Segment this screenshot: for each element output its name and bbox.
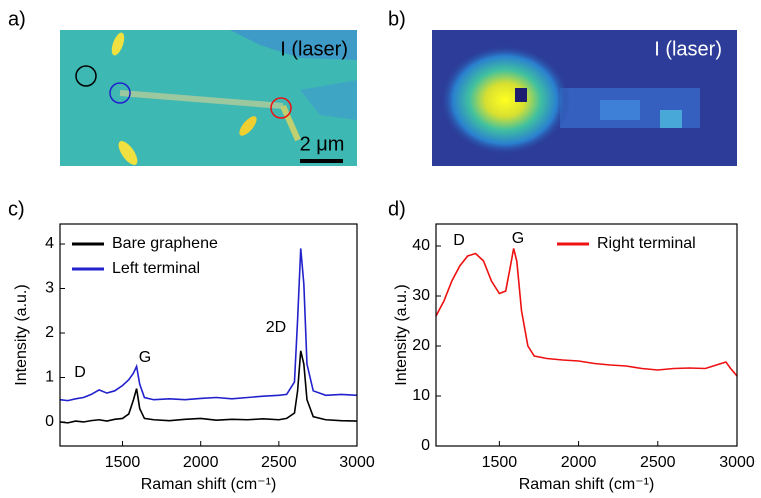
x-tick-label: 2000 — [561, 454, 597, 471]
peak-label: G — [139, 349, 151, 366]
y-tick-label: 40 — [412, 237, 430, 254]
marker-right — [270, 97, 292, 119]
panel-label: b) — [388, 8, 406, 30]
x-tick-label: 3000 — [339, 454, 375, 471]
y-tick-label: 0 — [45, 413, 54, 430]
y-tick-label: 20 — [412, 337, 430, 354]
peak-label: 2D — [266, 319, 286, 336]
marker-bare — [75, 65, 97, 87]
x-axis-label: Raman shift (cm⁻¹) — [141, 476, 277, 493]
map-pixels — [660, 110, 682, 128]
bright-spot — [111, 32, 125, 56]
y-tick-label: 30 — [412, 287, 430, 304]
x-tick-label: 1500 — [482, 454, 518, 471]
bright-spot — [239, 116, 257, 136]
y-tick-label: 2 — [45, 324, 54, 341]
image-caption: I (laser) — [280, 38, 348, 60]
y-axis-label: Intensity (a.u.) — [393, 284, 410, 385]
peak-label: G — [512, 230, 524, 247]
plot-frame — [59, 223, 358, 447]
marker-left — [109, 82, 131, 104]
image-patch — [300, 80, 357, 120]
laser-spot — [440, 45, 570, 155]
image-caption: I (laser) — [654, 38, 722, 60]
nanowire — [280, 104, 301, 142]
image-patch — [230, 30, 357, 60]
legend-label: Right terminal — [597, 235, 696, 252]
legend-label: Bare graphene — [112, 235, 218, 252]
x-tick-label: 3000 — [719, 454, 755, 471]
x-axis-label: Raman shift (cm⁻¹) — [519, 476, 655, 493]
panel-label: d) — [388, 198, 406, 220]
nanowire — [119, 90, 284, 109]
y-tick-label: 1 — [45, 369, 54, 386]
y-tick-label: 10 — [412, 387, 430, 404]
y-tick-label: 3 — [45, 280, 54, 297]
scale-bar-label: 2 μm — [300, 133, 345, 155]
y-tick-label: 4 — [45, 235, 54, 252]
map-pixel — [515, 88, 527, 102]
panel-label: c) — [8, 198, 25, 220]
panel-label: a) — [8, 8, 26, 30]
laser-map — [432, 30, 737, 166]
map-pixels — [600, 100, 640, 120]
x-tick-label: 1500 — [105, 454, 141, 471]
y-axis-label: Intensity (a.u.) — [13, 284, 30, 385]
peak-label: D — [453, 232, 465, 249]
plot-frame — [435, 223, 738, 447]
bright-spot — [118, 141, 138, 165]
y-tick-label: 0 — [421, 437, 430, 454]
peak-label: D — [74, 364, 86, 381]
x-tick-label: 2500 — [261, 454, 297, 471]
microscope-image — [60, 30, 357, 166]
series-line — [59, 350, 358, 424]
legend-label: Left terminal — [112, 260, 200, 277]
series-line — [59, 248, 358, 402]
x-tick-label: 2000 — [183, 454, 219, 471]
series-line — [435, 248, 738, 377]
x-tick-label: 2500 — [640, 454, 676, 471]
